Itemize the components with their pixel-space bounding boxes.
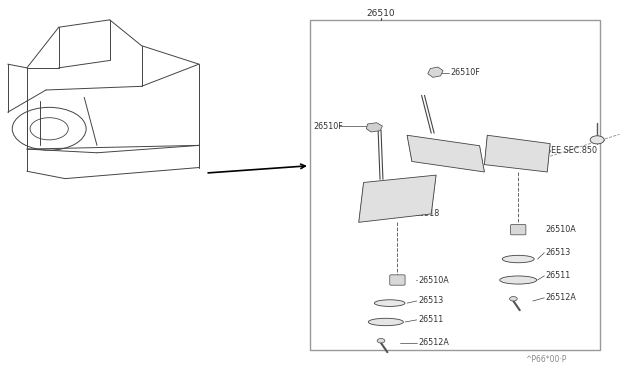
- Text: 26511: 26511: [418, 315, 444, 324]
- Text: 26518: 26518: [415, 209, 440, 218]
- Ellipse shape: [502, 255, 534, 263]
- Text: 26512A: 26512A: [418, 339, 449, 347]
- Text: 26510F: 26510F: [450, 68, 480, 77]
- Text: 26510A: 26510A: [545, 225, 577, 234]
- Text: 26513: 26513: [545, 248, 571, 257]
- Bar: [310, 20, 600, 350]
- Polygon shape: [359, 175, 436, 222]
- Polygon shape: [366, 123, 383, 132]
- Text: 26513: 26513: [418, 296, 444, 305]
- Polygon shape: [484, 135, 550, 172]
- Text: 26510F: 26510F: [314, 122, 344, 131]
- Text: SEE SEC.850: SEE SEC.850: [546, 147, 597, 155]
- Ellipse shape: [374, 300, 405, 307]
- Text: 26511: 26511: [545, 271, 571, 280]
- Text: ^P66*00·P: ^P66*00·P: [525, 355, 567, 364]
- Polygon shape: [407, 135, 484, 172]
- FancyBboxPatch shape: [390, 275, 405, 285]
- Ellipse shape: [509, 296, 517, 301]
- Ellipse shape: [500, 276, 537, 284]
- Text: 26510: 26510: [366, 9, 395, 19]
- Ellipse shape: [368, 318, 403, 326]
- Text: 26512A: 26512A: [545, 294, 577, 302]
- Polygon shape: [428, 67, 443, 77]
- Ellipse shape: [590, 136, 604, 144]
- FancyBboxPatch shape: [511, 224, 526, 235]
- Ellipse shape: [377, 339, 385, 343]
- Text: 26510A: 26510A: [418, 276, 449, 285]
